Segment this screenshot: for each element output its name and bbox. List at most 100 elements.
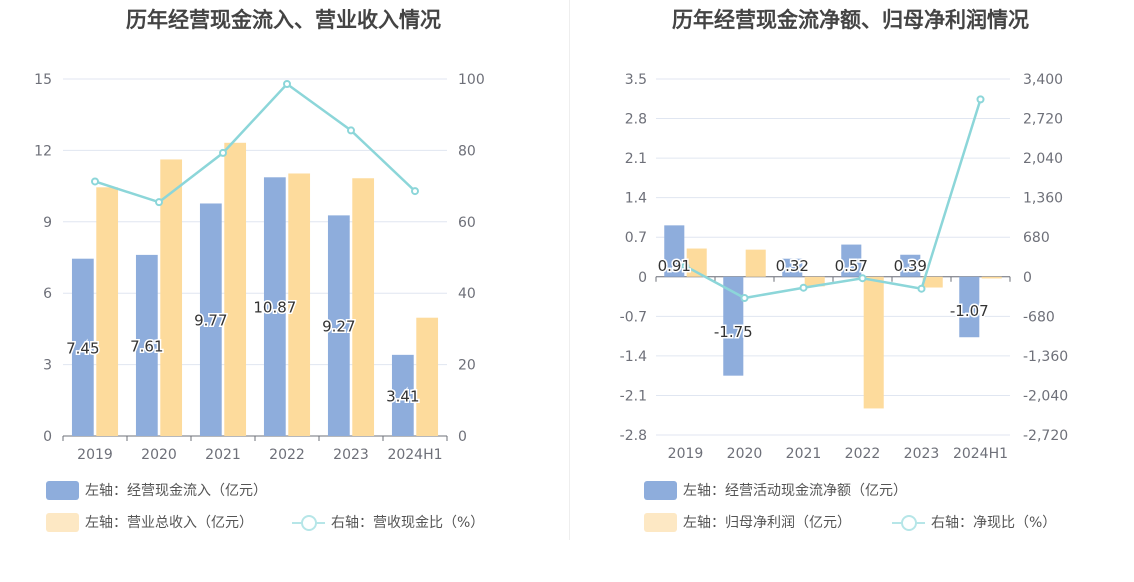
chart-panel-right: 历年经营现金流净额、归母净利润情况 -2.8 -2.1 -1.4 -0.7 0 0.7 1.… (567, 0, 1134, 582)
line-series (94, 82, 416, 204)
chart-plot: -2.8 -2.1 -1.4 -0.7 0 0.7 1.4 2.1 2.8 3.5 -2,720 -2… (620, 72, 1068, 462)
right-axis-tick-label: -680 (1023, 309, 1055, 325)
x-axis-tick-label: 2023 (904, 446, 940, 462)
data-label: 9.27 (322, 318, 355, 336)
legend-label: 左轴：经营现金流入（亿元） (85, 483, 267, 499)
data-label: 10.87 (253, 299, 296, 317)
data-label: -1.75 (714, 323, 753, 341)
right-axis-tick-label: -2,720 (1023, 428, 1068, 444)
legend-item-net-cash-ratio[interactable]: 右轴：净现比（%） (892, 512, 1056, 532)
line-point (91, 177, 99, 186)
legend-label: 左轴：归母净利润（亿元） (683, 515, 851, 531)
line-point (219, 148, 227, 157)
legend-item-revenue[interactable]: 左轴：营业总收入（亿元） (46, 512, 253, 532)
data-label: 0.39 (894, 257, 927, 275)
line-point (917, 284, 926, 293)
line-point (799, 283, 808, 292)
x-axis-tick-label: 2024H1 (953, 446, 1008, 462)
bar-primary (135, 254, 158, 436)
x-axis-tick-label: 2023 (333, 447, 369, 463)
x-axis-tick-label: 2021 (786, 446, 822, 462)
left-axis-tick-label: -0.7 (620, 309, 647, 325)
legend-swatch-bar (644, 512, 677, 532)
legend-swatch-bar (644, 480, 677, 500)
bar-secondary (96, 187, 119, 436)
line-point (976, 95, 985, 104)
legend-item-ratio[interactable]: 右轴：营收现金比（%） (292, 512, 484, 532)
right-axis-tick-label: 60 (458, 215, 476, 231)
left-axis-tick-label: 3 (43, 358, 52, 374)
right-axis-tick-label: 3,400 (1023, 72, 1063, 88)
right-axis-tick-label: 20 (458, 358, 476, 374)
right-axis-tick-label: -1,360 (1023, 349, 1068, 365)
legend-label: 左轴：经营活动现金流净额（亿元） (683, 483, 907, 499)
right-axis-tick-label: 100 (458, 72, 485, 88)
bar-secondary (804, 276, 825, 287)
legend-label: 右轴：营收现金比（%） (331, 515, 485, 531)
legend-item-cash-inflow[interactable]: 左轴：经营现金流入（亿元） (46, 480, 267, 500)
data-label: 0.57 (835, 257, 868, 275)
bar-secondary (160, 159, 183, 436)
line-point (681, 262, 690, 271)
data-label: 3.41 (386, 387, 419, 405)
right-axis-tick-label: 40 (458, 286, 476, 302)
line-point (155, 198, 163, 207)
chart-plot: 0 3 6 9 12 15 0 20 40 60 80 100 2019 2020 2021 2022 2023… (34, 72, 485, 463)
bar-primary (71, 258, 94, 436)
bar-secondary (224, 142, 247, 436)
left-axis-tick-label: -2.1 (620, 388, 647, 404)
bar-primary (263, 177, 286, 436)
bar-secondary (863, 276, 884, 409)
legend-label: 右轴：净现比（%） (931, 515, 1057, 531)
x-axis-tick-label: 2020 (727, 446, 763, 462)
left-axis-tick-label: 0 (43, 429, 52, 445)
left-axis-tick-label: 2.1 (625, 151, 647, 167)
x-axis-tick-label: 2022 (845, 446, 881, 462)
bar-secondary (922, 276, 943, 288)
bar-primary (782, 258, 803, 277)
bar-primary (959, 276, 980, 338)
data-label: 7.61 (130, 337, 163, 355)
chart-title: 历年经营现金流入、营业收入情况 (126, 8, 441, 32)
bar-primary (391, 354, 414, 436)
right-axis-tick-label: 0 (1023, 270, 1032, 286)
line-point (740, 294, 749, 303)
right-axis-tick-label: 80 (458, 143, 476, 159)
bar-primary (900, 254, 921, 277)
chart-title: 历年经营现金流净额、归母净利润情况 (672, 8, 1029, 32)
data-label: -1.07 (950, 302, 989, 320)
bar-secondary (745, 249, 766, 277)
x-axis-tick-label: 2022 (269, 447, 305, 463)
legend-item-net-cash-flow[interactable]: 左轴：经营活动现金流净额（亿元） (644, 480, 907, 500)
left-axis-tick-label: 3.5 (625, 72, 647, 88)
chart-panel-left: 历年经营现金流入、营业收入情况 0 3 6 9 12 15 0 20 40 60 80 100 2019… (34, 8, 485, 532)
bar-secondary (416, 317, 439, 436)
left-axis-tick-label: 2.8 (625, 112, 647, 128)
right-axis-tick-label: 680 (1023, 230, 1050, 246)
right-axis-tick-label: 0 (458, 429, 467, 445)
bar-primary (841, 244, 862, 277)
left-axis-tick-label: 1.4 (625, 191, 647, 207)
legend-item-net-profit[interactable]: 左轴：归母净利润（亿元） (644, 512, 851, 532)
left-axis-tick-label: -1.4 (620, 349, 647, 365)
left-axis-tick-label: 9 (43, 215, 52, 231)
line-point (283, 79, 291, 88)
left-axis-tick-label: 0.7 (625, 230, 647, 246)
legend-label: 左轴：营业总收入（亿元） (85, 515, 253, 531)
left-axis-tick-label: 12 (34, 143, 52, 159)
line-point (411, 187, 419, 196)
line-point (347, 126, 355, 135)
bar-secondary (981, 276, 1002, 279)
bar-secondary (288, 173, 311, 436)
line-point (858, 274, 867, 283)
bar-primary (327, 215, 350, 436)
right-axis-tick-label: 2,720 (1023, 112, 1063, 128)
data-label: 0.91 (658, 257, 691, 275)
data-label: 7.45 (66, 339, 99, 357)
legend-swatch-line (892, 513, 925, 532)
right-axis-tick-label: 2,040 (1023, 151, 1063, 167)
bar-secondary (352, 178, 375, 436)
panel-divider (569, 0, 570, 540)
left-axis-tick-label: 15 (34, 72, 52, 88)
data-label: 9.77 (194, 312, 227, 330)
